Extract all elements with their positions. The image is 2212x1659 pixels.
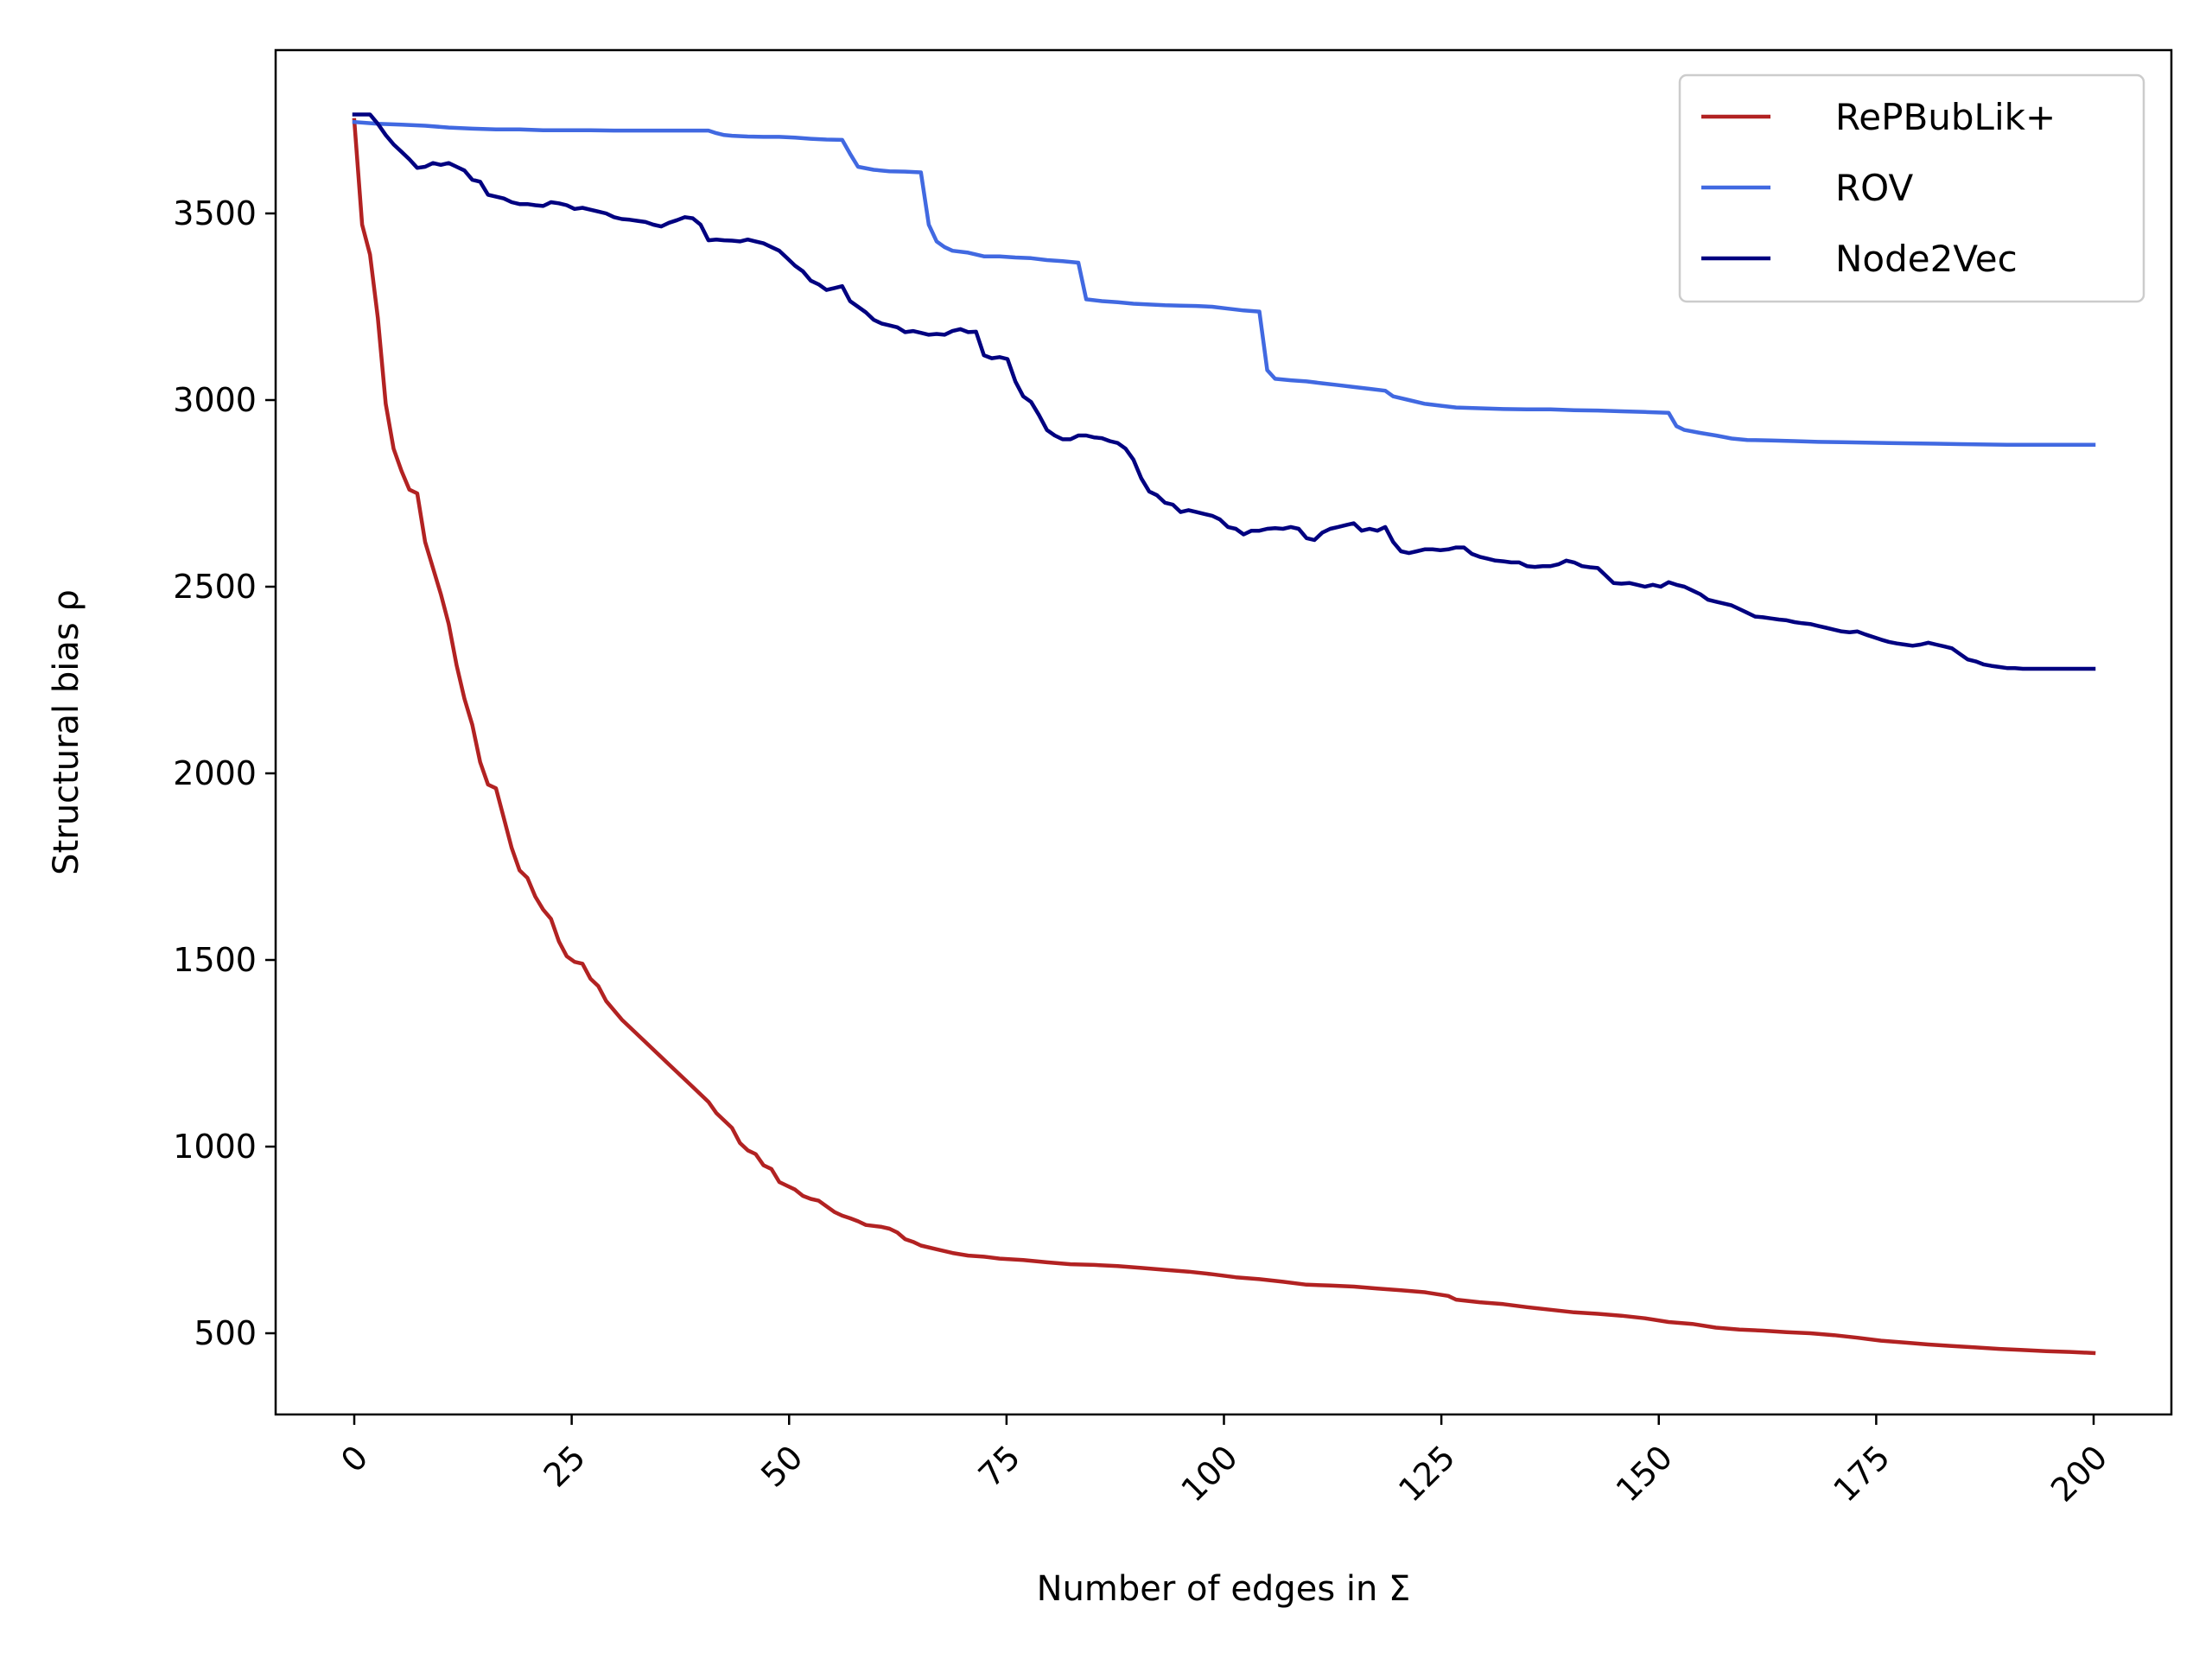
legend-box [1678, 73, 2145, 303]
legend-label: Node2Vec [1835, 238, 2018, 280]
series-line-repbublik- [352, 118, 2096, 1356]
y-axis-label: Structural bias ρ [47, 589, 86, 875]
legend: RePBubLik+ ROV Node2Vec [1678, 73, 2145, 303]
y-tick-label: 2500 [173, 568, 257, 606]
y-tick-label: 3500 [173, 194, 257, 232]
legend-label: RePBubLik+ [1835, 96, 2056, 138]
x-axis-label: Number of edges in Σ [1037, 1569, 1411, 1609]
y-axis: 500 1000 1500 2000 2500 3000 3500 [173, 194, 276, 1352]
y-tick-label: 1500 [173, 941, 257, 979]
y-tick-label: 500 [194, 1314, 257, 1352]
legend-label: ROV [1835, 167, 1914, 209]
series-line-rov [352, 119, 2096, 448]
series-line-node2vec [352, 112, 2096, 671]
y-tick-label: 2000 [173, 754, 257, 792]
y-tick-label: 3000 [173, 381, 257, 419]
y-tick-label: 1000 [173, 1128, 257, 1166]
series-layer [352, 112, 2096, 1356]
